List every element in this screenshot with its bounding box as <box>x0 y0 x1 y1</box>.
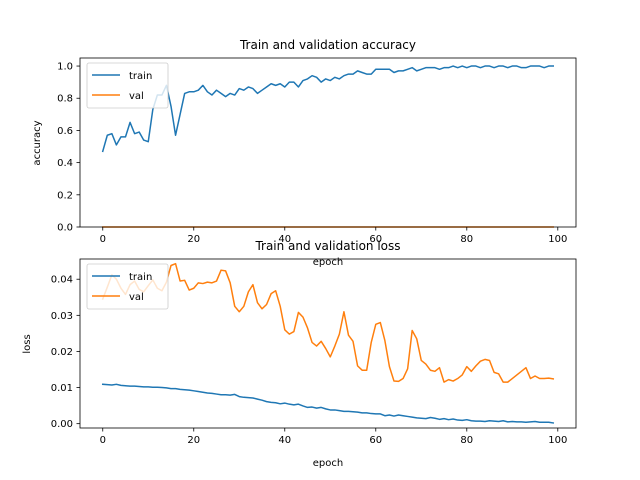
legend-label-train: train <box>129 272 152 283</box>
legend-label-train: train <box>129 71 152 82</box>
y-tick-label: 0.03 <box>51 311 73 322</box>
x-axis-label: epoch <box>313 458 343 469</box>
y-tick-label: 0.01 <box>51 383 73 394</box>
x-axis-label: epoch <box>313 257 343 268</box>
x-tick-label: 0 <box>100 234 106 245</box>
y-tick-label: 0.04 <box>51 275 73 286</box>
loss-chart: Train and validation loss loss epoch 0 20… <box>22 239 577 469</box>
legend-label-val: val <box>129 292 144 303</box>
x-tick-label: 60 <box>369 435 382 446</box>
legend-box <box>86 263 169 310</box>
y-tick-label: 0.2 <box>57 190 73 201</box>
x-tick-label: 60 <box>369 234 382 245</box>
plot-frame <box>79 258 577 429</box>
series-line-val <box>101 262 555 383</box>
y-tick-label: 0.4 <box>57 158 73 169</box>
y-axis-label: loss <box>22 334 33 353</box>
x-tick-label: 40 <box>278 234 291 245</box>
y-tick-label: 0.0 <box>57 223 73 234</box>
series-line-train <box>101 383 555 424</box>
series-line-train <box>101 65 554 153</box>
y-tick-label: 1.0 <box>57 62 73 73</box>
chart-title: Train and validation loss <box>254 239 400 253</box>
legend-box <box>86 62 169 109</box>
y-tick-label: 0.8 <box>57 94 73 105</box>
legend-label-val: val <box>129 91 144 102</box>
y-tick-label: 0.00 <box>51 419 73 430</box>
plot-frame <box>79 57 577 228</box>
x-tick-label: 40 <box>278 435 291 446</box>
accuracy-chart: Train and validation accuracy accuracy e… <box>32 38 577 268</box>
y-axis-label: accuracy <box>32 120 43 165</box>
x-tick-label: 100 <box>548 234 567 245</box>
x-tick-label: 20 <box>187 435 200 446</box>
y-tick-label: 0.02 <box>51 347 73 358</box>
chart-title: Train and validation accuracy <box>239 38 416 52</box>
y-tick-label: 0.6 <box>57 126 73 137</box>
x-tick-label: 80 <box>460 435 473 446</box>
x-tick-label: 0 <box>100 435 106 446</box>
x-tick-label: 80 <box>460 234 473 245</box>
x-tick-label: 100 <box>548 435 567 446</box>
x-tick-label: 20 <box>187 234 200 245</box>
